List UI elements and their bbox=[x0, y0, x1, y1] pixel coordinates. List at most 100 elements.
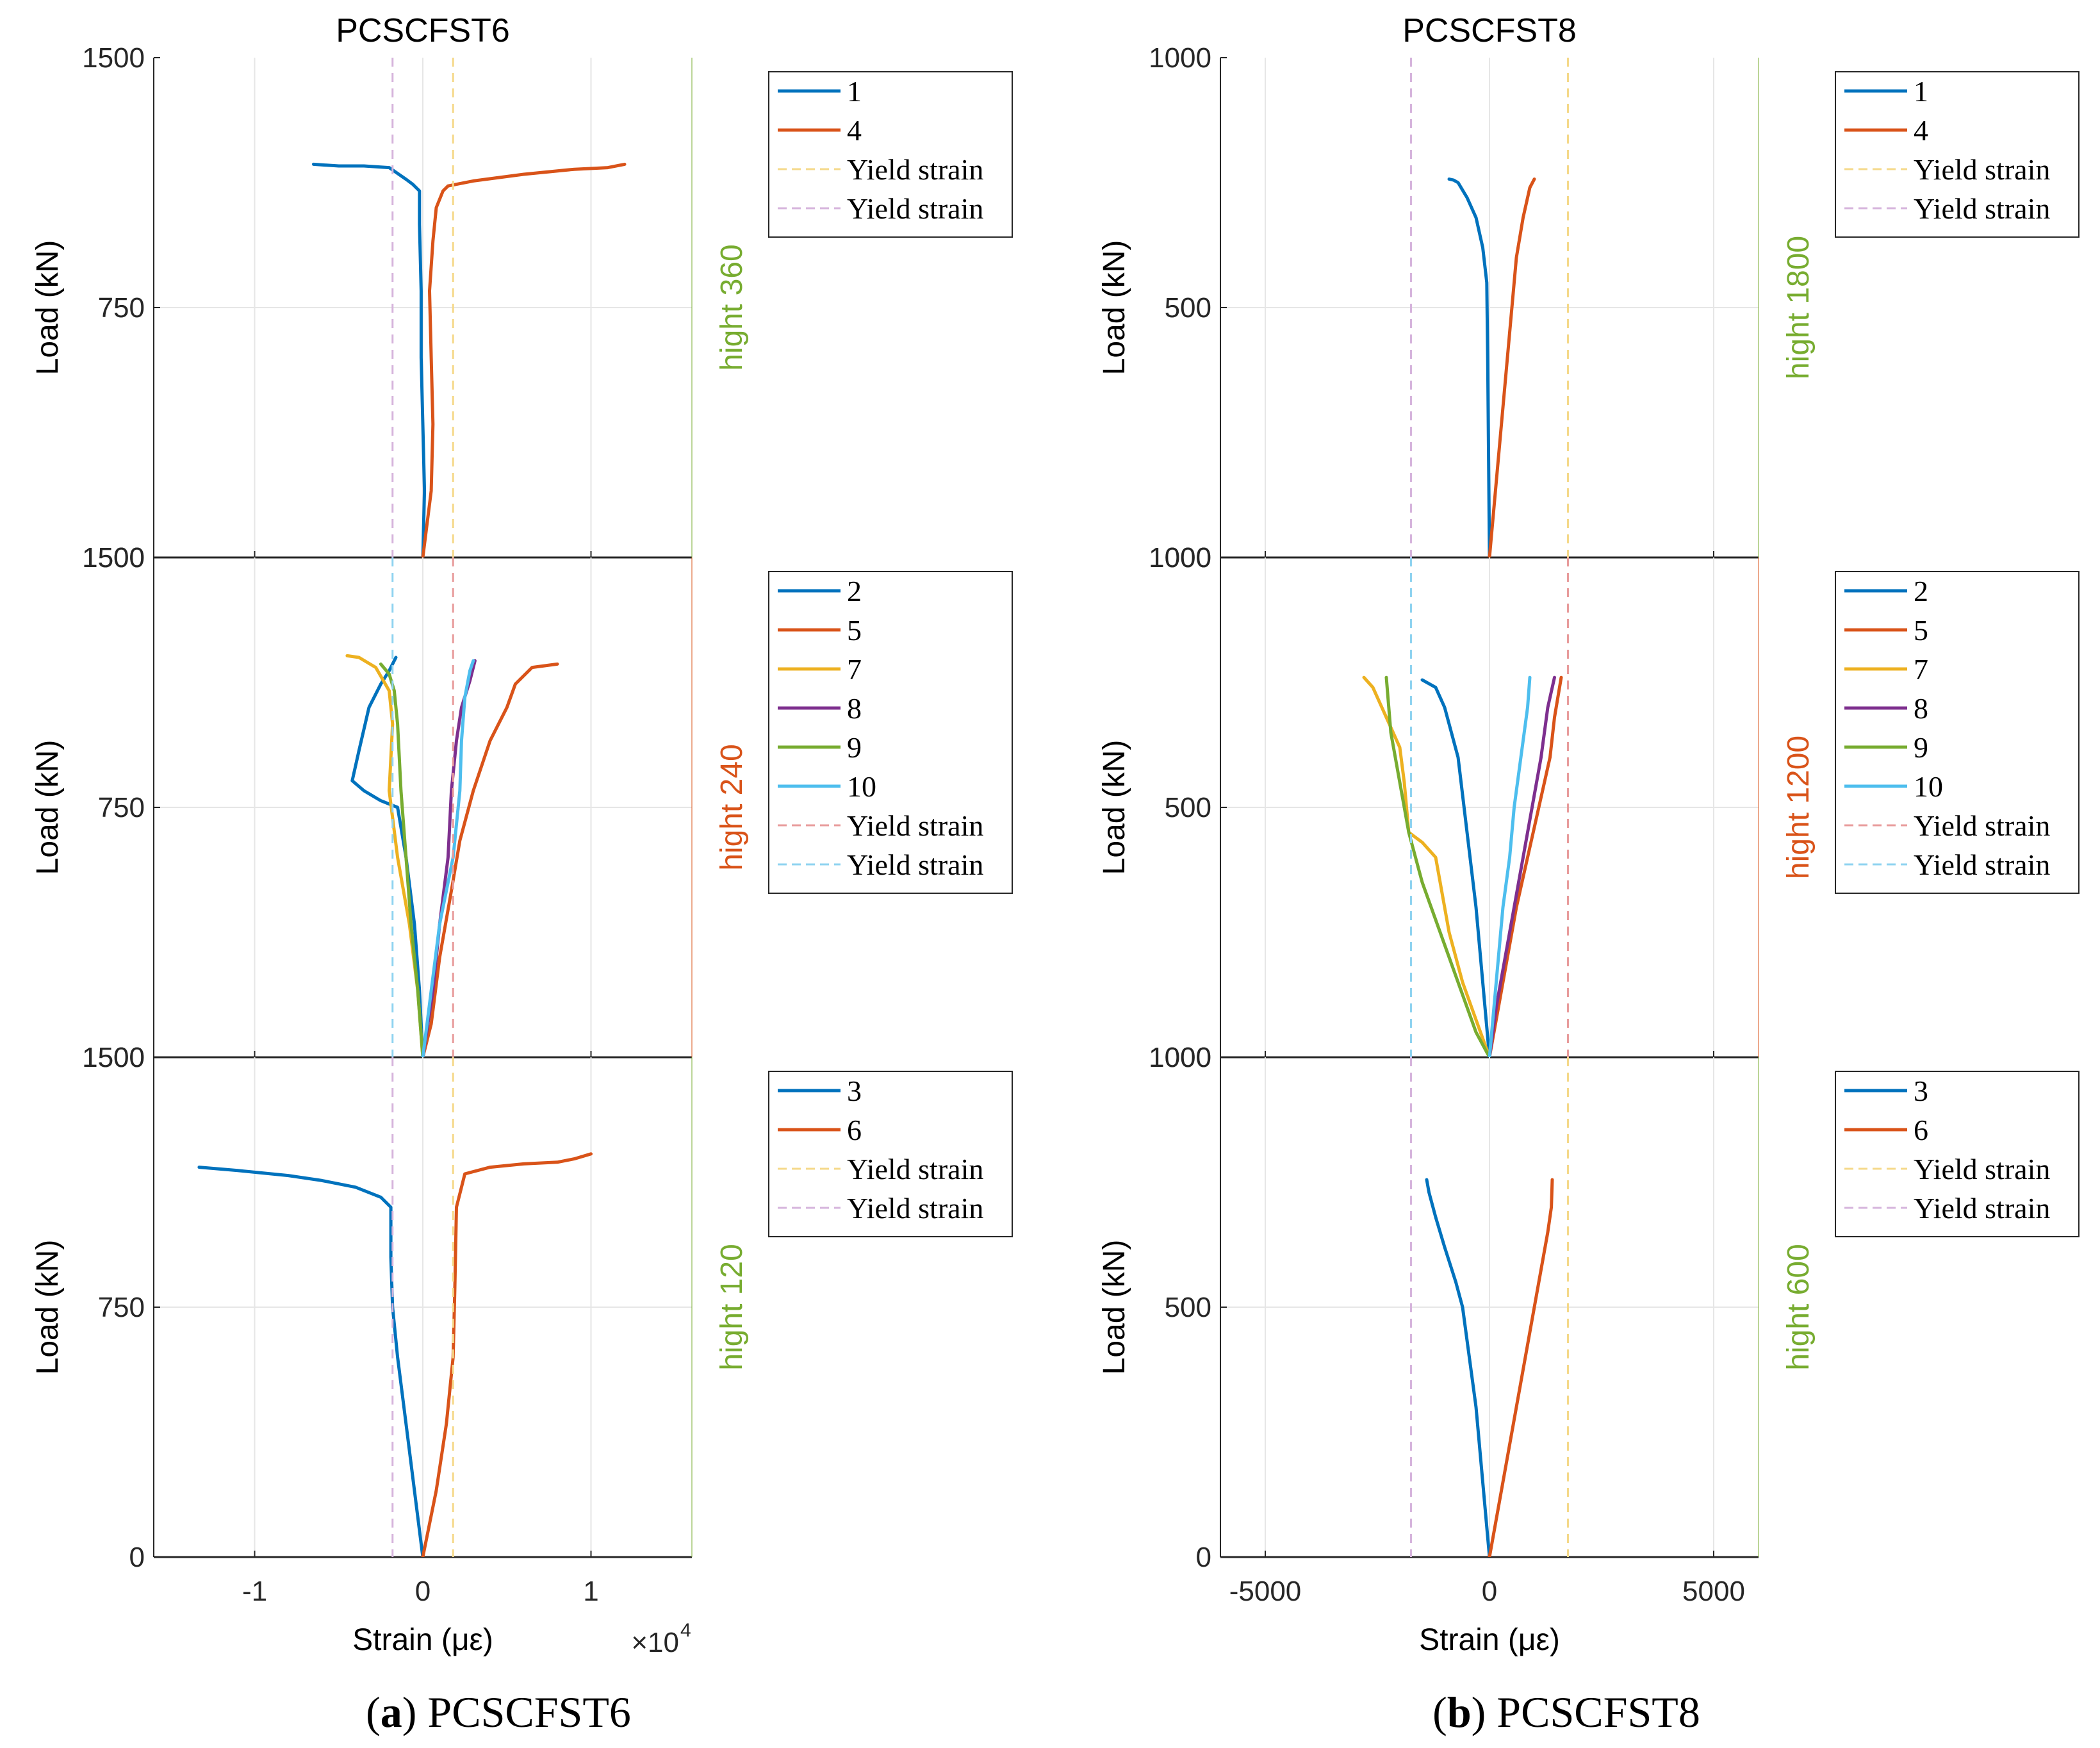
legend-entry-label: Yield strain bbox=[1914, 192, 2050, 225]
legend-entry-label: 8 bbox=[847, 692, 862, 725]
panel-height-label: hight 360 bbox=[715, 244, 749, 371]
legend-entry-label: Yield strain bbox=[1914, 848, 2050, 881]
legend-entry-label: 2 bbox=[847, 575, 862, 607]
series-line-1 bbox=[311, 162, 427, 557]
caption-b: (b) PCSCFST8 bbox=[1432, 1688, 1700, 1736]
series-line-6 bbox=[1488, 1178, 1554, 1557]
panel-2: 1500 750 1500 Load (kN) hight 240 2 5 7 8 9 10 Yiel… bbox=[31, 542, 1013, 1073]
y-tick-label: 1500 bbox=[82, 1042, 145, 1073]
y-tick-label: 0 bbox=[1196, 1542, 1211, 1573]
y-tick-label: 1500 bbox=[82, 542, 145, 573]
legend-entry-label: 5 bbox=[1914, 614, 1928, 647]
panel-1: 1000 500 1000 Load (kN) hight 1800 1 4 Yield st… bbox=[1097, 42, 2079, 573]
x-tick-label: -5000 bbox=[1229, 1576, 1302, 1607]
y-axis-label: Load (kN) bbox=[31, 240, 65, 375]
y-tick-label: 1000 bbox=[1149, 42, 1211, 74]
panel-height-label: hight 600 bbox=[1782, 1244, 1816, 1371]
x-tick-label: 5000 bbox=[1682, 1576, 1745, 1607]
legend: 3 6 Yield strain Yield strain bbox=[768, 1071, 1013, 1237]
series-line-4 bbox=[1488, 177, 1536, 557]
series-line-10 bbox=[1488, 675, 1532, 1057]
legend-entry-label: Yield strain bbox=[847, 1153, 983, 1185]
series-line-5 bbox=[421, 662, 559, 1057]
legend-entry-label: 10 bbox=[1914, 770, 1943, 803]
y-tick-label: 500 bbox=[1165, 1292, 1211, 1323]
series-line-1 bbox=[1447, 177, 1491, 557]
legend-box bbox=[768, 571, 1013, 894]
legend: 1 4 Yield strain Yield strain bbox=[1835, 71, 2079, 238]
panel-height-label: hight 240 bbox=[715, 744, 749, 871]
x-exponent-label: ×10 bbox=[631, 1627, 679, 1658]
series-line-2 bbox=[1420, 678, 1491, 1057]
y-tick-label: 750 bbox=[98, 1292, 145, 1323]
series-line-7 bbox=[1362, 675, 1491, 1057]
y-tick-label: 500 bbox=[1165, 792, 1211, 823]
legend-entry-label: Yield strain bbox=[1914, 809, 2050, 842]
series-line-2 bbox=[350, 656, 425, 1057]
series-line-9 bbox=[379, 662, 425, 1057]
x-tick-label: -1 bbox=[242, 1576, 267, 1607]
legend-entry-label: Yield strain bbox=[1914, 1153, 2050, 1185]
legend-box bbox=[1835, 571, 2079, 894]
series-group bbox=[197, 1057, 593, 1557]
panel-height-label: hight 1200 bbox=[1782, 736, 1816, 879]
legend-entry-label: 1 bbox=[847, 75, 862, 108]
y-tick-label: 1000 bbox=[1149, 1042, 1211, 1073]
legend-entry-label: Yield strain bbox=[847, 848, 983, 881]
series-group bbox=[1410, 58, 1569, 557]
legend-entry-label: Yield strain bbox=[847, 1192, 983, 1224]
legend-entry-label: 2 bbox=[1914, 575, 1928, 607]
series-line-5 bbox=[1488, 675, 1563, 1057]
legend-entry-label: 7 bbox=[1914, 653, 1928, 686]
series-group bbox=[345, 557, 559, 1057]
y-tick-label: 1500 bbox=[82, 1042, 145, 1073]
series-line-10 bbox=[421, 659, 475, 1057]
panel-3: 0 500 1000 Load (kN) hight 600 3 6 Yield strain… bbox=[1097, 1042, 2079, 1657]
legend: 2 5 7 8 9 10 Yield strain Yield strain bbox=[768, 571, 1013, 894]
series-line-7 bbox=[345, 654, 425, 1057]
panel-height-label: hight 120 bbox=[715, 1244, 749, 1371]
series-line-9 bbox=[1384, 675, 1491, 1057]
legend-entry-label: 1 bbox=[1914, 75, 1928, 108]
y-axis-label: Load (kN) bbox=[31, 1240, 65, 1375]
legend-entry-label: 6 bbox=[1914, 1114, 1928, 1146]
legend-entry-label: 9 bbox=[1914, 731, 1928, 764]
x-axis-label: Strain (με) bbox=[352, 1623, 493, 1657]
series-group bbox=[1410, 1057, 1569, 1557]
y-tick-label: 1000 bbox=[1149, 542, 1211, 573]
y-axis-label: Load (kN) bbox=[1097, 740, 1131, 875]
legend-entry-label: 8 bbox=[1914, 692, 1928, 725]
y-tick-label: 500 bbox=[1165, 292, 1211, 324]
y-tick-label: 750 bbox=[98, 792, 145, 823]
legend-entry-label: Yield strain bbox=[847, 153, 983, 186]
y-axis-label: Load (kN) bbox=[1097, 240, 1131, 375]
y-axis-label: Load (kN) bbox=[31, 740, 65, 875]
panel-1: 1500 750 1500 Load (kN) hight 360 1 4 Yield str… bbox=[31, 42, 1013, 573]
legend-entry-label: 4 bbox=[847, 114, 862, 147]
legend-entry-label: 6 bbox=[847, 1114, 862, 1146]
series-line-6 bbox=[421, 1152, 593, 1557]
chart-pcscfst6: PCSCFST6 1500 750 1500 Load (kN) hight 360 1 4 Y… bbox=[31, 12, 1013, 1658]
legend-entry-label: 3 bbox=[1914, 1075, 1928, 1107]
legend-entry-label: 5 bbox=[847, 614, 862, 647]
series-line-8 bbox=[1488, 675, 1556, 1057]
legend: 1 4 Yield strain Yield strain bbox=[768, 71, 1013, 238]
legend-entry-label: Yield strain bbox=[1914, 1192, 2050, 1224]
y-tick-label: 1000 bbox=[1149, 542, 1211, 573]
x-tick-label: 0 bbox=[415, 1576, 431, 1607]
x-axis-label: Strain (με) bbox=[1419, 1623, 1560, 1657]
series-group bbox=[1362, 557, 1569, 1057]
series-line-3 bbox=[1425, 1178, 1491, 1557]
panel-3: 0 750 1500 Load (kN) hight 120 3 6 Yield strain… bbox=[31, 1042, 1013, 1658]
caption-a: (a) PCSCFST6 bbox=[366, 1688, 631, 1736]
legend: 3 6 Yield strain Yield strain bbox=[1835, 1071, 2079, 1237]
legend: 2 5 7 8 9 10 Yield strain Yield strain bbox=[1835, 571, 2079, 894]
legend-entry-label: 3 bbox=[847, 1075, 862, 1107]
y-axis-label: Load (kN) bbox=[1097, 1240, 1131, 1375]
y-tick-label: 1000 bbox=[1149, 1042, 1211, 1073]
chart-title: PCSCFST6 bbox=[336, 12, 510, 49]
panel-height-label: hight 1800 bbox=[1782, 236, 1816, 379]
